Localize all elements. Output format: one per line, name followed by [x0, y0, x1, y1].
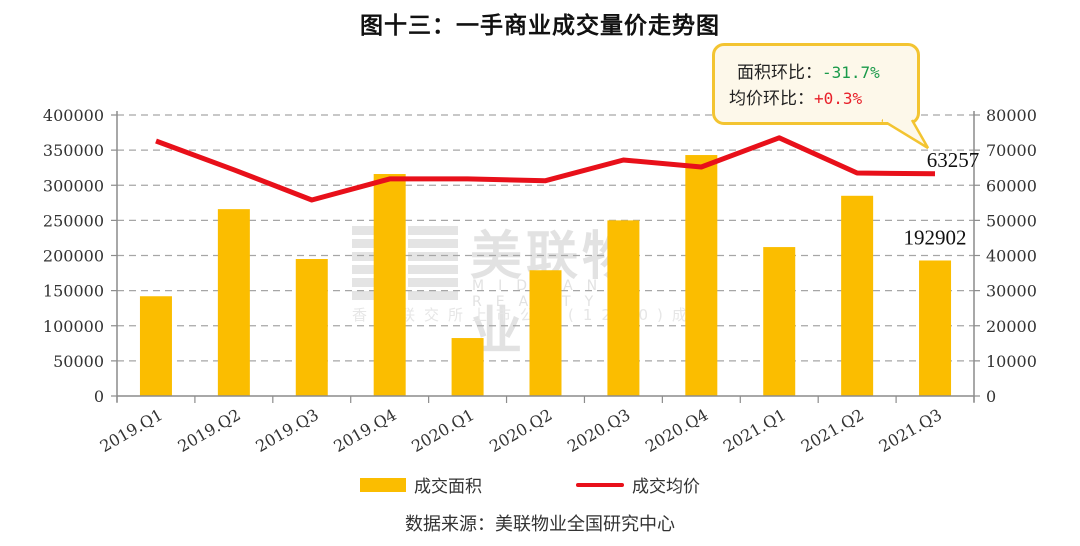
data-labels: 63257 192902: [904, 148, 980, 250]
callout-area-value: -31.7%: [822, 63, 880, 82]
legend: 成交面积 成交均价: [0, 472, 1080, 498]
bar-2019.Q3: [295, 259, 328, 396]
legend-line-swatch-icon: [576, 482, 624, 487]
x-axis-tick-label: 2020.Q4: [642, 405, 711, 456]
bar-2019.Q1: [139, 296, 172, 396]
bar-2020.Q3: [607, 220, 640, 396]
callout-area-label: 面积环比：: [737, 63, 822, 83]
line-series-price: [155, 135, 936, 203]
callout-pointer: [881, 118, 930, 150]
left-axis-tick-label: 200000: [43, 247, 104, 266]
right-axis-tick-label: 70000: [986, 141, 1037, 160]
left-axis-tick-label: 250000: [43, 211, 104, 230]
x-axis-tick-label: 2020.Q3: [564, 405, 633, 456]
right-axis-tick-label: 50000: [986, 211, 1037, 230]
right-axis-tick-label: 60000: [986, 176, 1037, 195]
bar-2021.Q2: [841, 195, 874, 396]
bar-2020.Q2: [529, 270, 562, 396]
x-axis-tick-label: 2019.Q1: [97, 405, 166, 456]
x-axis-tick-label: 2019.Q3: [252, 405, 321, 456]
bar-2020.Q1: [451, 338, 484, 396]
x-axis-tick-label: 2021.Q3: [876, 405, 945, 456]
left-axis-tick-label: 150000: [43, 282, 104, 301]
left-axis-tick-label: 400000: [43, 106, 104, 125]
callout-price-row: 均价环比：+0.3%: [729, 86, 917, 112]
data-label-price: 63257: [927, 148, 980, 172]
right-axis-tick-label: 0: [986, 387, 996, 406]
legend-item-area: 成交面积: [360, 472, 482, 497]
bar-2021.Q3: [919, 260, 952, 396]
data-label-area: 192902: [904, 225, 967, 249]
legend-bar-swatch-icon: [360, 477, 406, 492]
callout-area-row: 面积环比：-31.7%: [737, 60, 917, 86]
right-axis-tick-label: 10000: [986, 352, 1037, 371]
x-axis-tick-label: 2020.Q2: [486, 405, 555, 456]
bar-2020.Q4: [685, 155, 718, 396]
chart-title: 图十三：一手商业成交量价走势图: [360, 13, 720, 39]
left-axis-tick-label: 0: [94, 387, 104, 406]
legend-price-label: 成交均价: [632, 477, 700, 497]
legend-area-label: 成交面积: [414, 477, 482, 497]
bar-2021.Q1: [763, 247, 796, 396]
right-axis-tick-label: 40000: [986, 247, 1037, 266]
change-callout: 面积环比：-31.7% 均价环比：+0.3%: [712, 43, 920, 125]
x-axis-tick-label: 2019.Q4: [330, 405, 399, 456]
x-axis-tick-label: 2020.Q1: [408, 405, 477, 456]
x-axis-tick-label: 2019.Q2: [175, 405, 244, 456]
right-axis-tick-label: 20000: [986, 317, 1037, 336]
bar-2019.Q4: [373, 174, 406, 396]
bar-2019.Q2: [217, 209, 250, 396]
right-axis-tick-label: 30000: [986, 282, 1037, 301]
legend-item-price: 成交均价: [576, 472, 700, 497]
right-axis-tick-label: 80000: [986, 106, 1037, 125]
bar-series-area: [139, 155, 952, 396]
callout-price-value: +0.3%: [814, 89, 863, 108]
x-axis-tick-label: 2021.Q2: [798, 405, 867, 456]
left-axis-tick-label: 350000: [43, 141, 104, 160]
callout-price-label: 均价环比：: [729, 89, 814, 109]
x-axis-tick-label: 2021.Q1: [720, 405, 789, 456]
data-source: 数据来源：美联物业全国研究中心: [405, 514, 675, 535]
left-axis-tick-label: 50000: [53, 352, 104, 371]
left-axis-tick-label: 300000: [43, 176, 104, 195]
left-axis-tick-label: 100000: [43, 317, 104, 336]
price-line: [155, 135, 936, 203]
